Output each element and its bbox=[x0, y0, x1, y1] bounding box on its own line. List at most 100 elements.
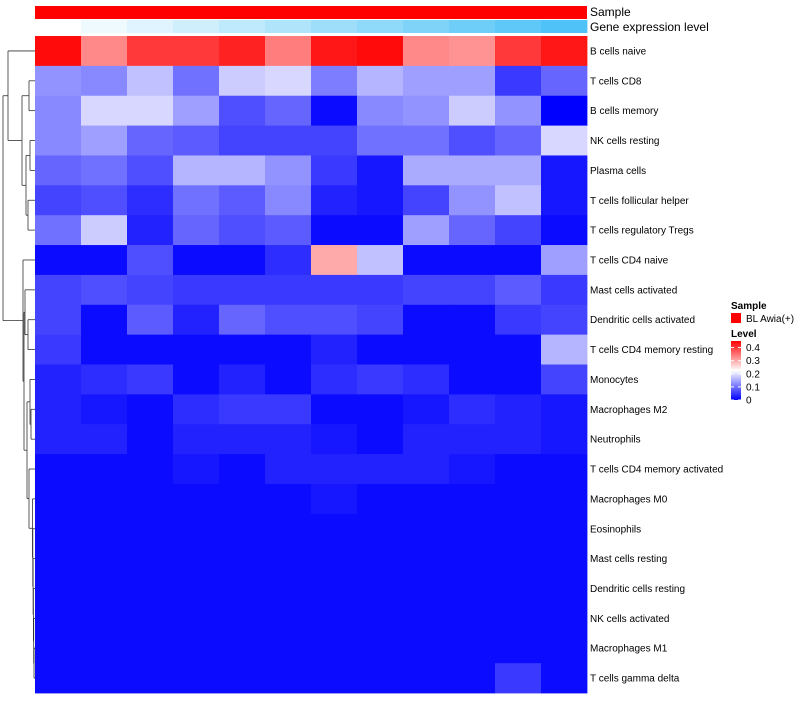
heatmap-cell bbox=[541, 95, 588, 126]
heatmap-cell bbox=[81, 36, 128, 67]
heatmap-cell bbox=[81, 95, 128, 126]
heatmap-cell bbox=[173, 65, 220, 97]
heatmap-cell bbox=[219, 215, 266, 246]
heatmap-cell bbox=[541, 65, 588, 97]
heatmap-cell bbox=[173, 334, 220, 365]
heatmap-cell bbox=[311, 424, 358, 455]
expression-annotation-cell bbox=[35, 20, 82, 33]
row-label: Mast cells activated bbox=[590, 285, 677, 296]
heatmap-cell bbox=[127, 95, 174, 126]
sample-legend-swatch bbox=[731, 313, 741, 323]
heatmap-cell bbox=[449, 36, 496, 67]
heatmap-cell bbox=[127, 513, 174, 545]
heatmap-cell bbox=[495, 215, 542, 246]
expression-annotation-cell bbox=[541, 20, 588, 33]
row-label: T cells gamma delta bbox=[590, 674, 680, 685]
heatmap-cell bbox=[35, 95, 82, 126]
heatmap-cell bbox=[449, 663, 496, 694]
heatmap-cell bbox=[403, 155, 450, 186]
heatmap-cell bbox=[495, 603, 542, 634]
heatmap-cell bbox=[173, 543, 220, 574]
row-label: T cells CD8 bbox=[590, 76, 642, 87]
heatmap-cell bbox=[449, 334, 496, 365]
heatmap-cell bbox=[127, 155, 174, 186]
heatmap-cell bbox=[357, 36, 404, 67]
heatmap-cell bbox=[35, 483, 82, 515]
heatmap-cell bbox=[403, 513, 450, 545]
heatmap-cell bbox=[357, 454, 404, 485]
heatmap-cell bbox=[219, 185, 266, 216]
heatmap-cell bbox=[403, 245, 450, 276]
heatmap-cell bbox=[311, 573, 358, 604]
row-label: T cells CD4 memory resting bbox=[590, 345, 713, 356]
heatmap-cell bbox=[357, 215, 404, 246]
heatmap-cell bbox=[357, 633, 404, 664]
heatmap-cell bbox=[265, 215, 312, 246]
heatmap-cell bbox=[35, 424, 82, 455]
heatmap-cell bbox=[403, 394, 450, 425]
heatmap-cell bbox=[127, 125, 174, 156]
heatmap-cell bbox=[403, 125, 450, 156]
heatmap-cell bbox=[495, 155, 542, 186]
heatmap-cell bbox=[35, 573, 82, 604]
heatmap-cell bbox=[219, 155, 266, 186]
heatmap-cell bbox=[449, 483, 496, 515]
heatmap-cell bbox=[265, 245, 312, 276]
heatmap-cell bbox=[35, 215, 82, 246]
heatmap-cell bbox=[495, 513, 542, 545]
expression-annotation-cell bbox=[495, 20, 542, 33]
heatmap-cell bbox=[219, 245, 266, 276]
heatmap-cell bbox=[219, 394, 266, 425]
sample-annotation-fill bbox=[35, 6, 587, 19]
heatmap-cell bbox=[449, 125, 496, 156]
heatmap-cell bbox=[495, 573, 542, 604]
heatmap-cell bbox=[311, 633, 358, 664]
heatmap-cell bbox=[357, 424, 404, 455]
heatmap-cell bbox=[311, 185, 358, 216]
heatmap-cell bbox=[265, 483, 312, 515]
heatmap-cell bbox=[449, 364, 496, 395]
heatmap-cell bbox=[127, 36, 174, 67]
expression-annotation-cell bbox=[127, 20, 174, 33]
heatmap-cell bbox=[449, 95, 496, 126]
heatmap-cell bbox=[265, 633, 312, 664]
heatmap-cell bbox=[127, 215, 174, 246]
heatmap-cell bbox=[127, 334, 174, 365]
heatmap-cell bbox=[495, 304, 542, 336]
expression-annotation-cell bbox=[311, 20, 358, 33]
heatmap-cell bbox=[403, 573, 450, 604]
heatmap-cell bbox=[449, 454, 496, 485]
heatmap-cell bbox=[35, 65, 82, 97]
heatmap-cell bbox=[265, 424, 312, 455]
heatmap-cell bbox=[81, 603, 128, 634]
heatmap-cell bbox=[265, 364, 312, 395]
heatmap-cell bbox=[127, 65, 174, 97]
heatmap-cell bbox=[35, 155, 82, 186]
heatmap-cell bbox=[403, 65, 450, 97]
heatmap-cell bbox=[173, 424, 220, 455]
heatmap-cell bbox=[81, 125, 128, 156]
row-label: T cells regulatory Tregs bbox=[590, 226, 694, 237]
heatmap-cell bbox=[265, 573, 312, 604]
heatmap-cell bbox=[173, 36, 220, 67]
heatmap-cell bbox=[495, 483, 542, 515]
heatmap-cell bbox=[81, 304, 128, 336]
heatmap-cell bbox=[495, 334, 542, 365]
heatmap-cell bbox=[265, 304, 312, 336]
heatmap-cell bbox=[35, 334, 82, 365]
row-label: B cells naive bbox=[590, 46, 647, 57]
expression-annotation-cell bbox=[403, 20, 450, 33]
heatmap-cell bbox=[127, 663, 174, 694]
heatmap-cell bbox=[127, 364, 174, 395]
heatmap-cell bbox=[219, 424, 266, 455]
heatmap-cell bbox=[357, 394, 404, 425]
heatmap-cell bbox=[495, 633, 542, 664]
heatmap-cell bbox=[311, 215, 358, 246]
heatmap-cell bbox=[541, 543, 588, 574]
heatmap-cell bbox=[541, 573, 588, 604]
heatmap-cell bbox=[219, 125, 266, 156]
level-legend-ticks: 0.4 0.3 0.2 0.1 0 bbox=[731, 343, 760, 407]
heatmap-cell bbox=[127, 454, 174, 485]
heatmap-cell bbox=[495, 65, 542, 97]
